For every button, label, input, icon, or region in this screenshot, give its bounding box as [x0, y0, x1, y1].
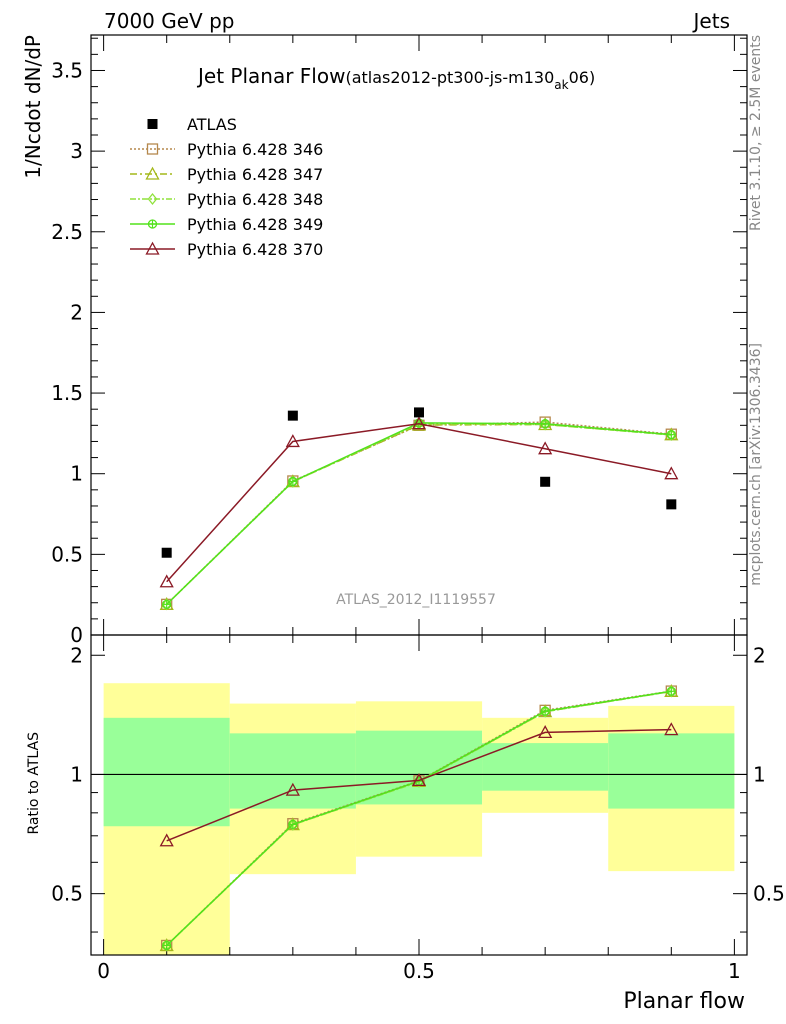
legend-marker-4 — [147, 219, 158, 229]
series-point-5 — [664, 466, 679, 480]
axis-ticks — [91, 35, 747, 955]
chart-title-subscript: ak — [554, 78, 568, 92]
ratio-point-5 — [285, 782, 300, 796]
chart-title: Jet Planar Flow(atlas2012-pt300-js-m130a… — [196, 64, 595, 92]
series-point-4 — [666, 430, 676, 440]
legend-label-3: Pythia 6.428 348 — [187, 190, 323, 209]
data-point — [161, 547, 172, 558]
ratio-point-5 — [664, 722, 679, 736]
y-axis-label: 1/Ncdot dN/dP — [21, 35, 45, 179]
legend-marker-2 — [145, 166, 160, 180]
ratio-point-5 — [159, 833, 174, 847]
ratio-point-3 — [666, 685, 677, 698]
chart-title-subtitle-end: 06) — [569, 68, 596, 87]
ratio-point-5 — [411, 773, 427, 787]
ratio-band-inner — [608, 733, 735, 809]
x-axis-label: Planar flow — [623, 989, 745, 1014]
y-tick-label: 2.5 — [51, 220, 83, 244]
ratio-band-inner — [103, 717, 230, 827]
ratio-line-5 — [166, 728, 672, 842]
mcplots-label: mcplots.cern.ch [arXiv:1306.3436] — [748, 343, 764, 586]
legend-marker-atlas — [147, 119, 158, 129]
series-line-2 — [166, 423, 672, 605]
rivet-version-label: Rivet 3.1.10, ≥ 2.5M events — [748, 35, 764, 231]
series-point-3 — [540, 418, 550, 431]
y-tick-label: 3.5 — [51, 58, 83, 82]
ratio-point-4 — [162, 940, 172, 951]
ratio-tick-label-left: 2 — [70, 643, 83, 667]
series-point-3 — [666, 428, 677, 442]
legend-marker-3 — [147, 192, 158, 206]
legend: ATLAS Pythia 6.428 346 Pythia 6.428 347 Pyt… — [130, 115, 323, 259]
y-tick-label: 1.5 — [51, 381, 83, 405]
atlas-data-points — [161, 407, 677, 558]
data-point — [666, 499, 677, 510]
ratio-bands — [103, 683, 735, 955]
ratio-tick-label-left: 1 — [70, 762, 83, 786]
data-point — [287, 410, 298, 421]
ratio-tick-label-right: 0.5 — [753, 882, 785, 906]
y-tick-label: 0 — [70, 623, 83, 647]
data-point — [414, 407, 424, 418]
chart-title-subtitle: (atlas2012-pt300-js-m130 — [345, 68, 554, 87]
ratio-tick-label-right: 1 — [753, 762, 766, 786]
main-series-group — [159, 416, 679, 611]
header-jets-label: Jets — [692, 9, 730, 33]
ratio-point-4 — [540, 706, 550, 716]
series-point-5 — [159, 574, 174, 588]
y-tick-label: 2 — [70, 300, 83, 324]
ratio-point-5 — [538, 725, 553, 739]
series-point-4 — [162, 599, 172, 610]
series-line-1 — [166, 421, 672, 605]
ratio-band-inner — [355, 730, 483, 805]
series-point-5 — [285, 434, 300, 448]
x-tick-label: 1 — [728, 959, 741, 983]
legend-label-1: Pythia 6.428 346 — [187, 140, 323, 159]
y-tick-label: 1 — [70, 462, 83, 486]
ratio-point-4 — [666, 686, 676, 696]
legend-label-5: Pythia 6.428 370 — [187, 240, 323, 259]
y-tick-label: 0.5 — [51, 542, 83, 566]
series-point-5 — [411, 416, 427, 430]
legend-marker-5 — [145, 241, 160, 255]
series-point-4 — [540, 419, 550, 429]
axis-tick-labels: 0 0.5 1 1.5 2 2.5 3 3.5 0 0.5 1 0.5 0.5 1 1 2 2 — [51, 58, 785, 983]
ratio-band-inner — [229, 733, 356, 809]
data-point — [540, 476, 551, 487]
ratio-band-inner — [482, 743, 609, 791]
ratio-point-4 — [288, 819, 298, 830]
series-point-5 — [538, 441, 553, 455]
header-energy-label: 7000 GeV pp — [104, 9, 235, 33]
series-point-4 — [288, 476, 298, 487]
ratio-y-axis-label: Ratio to ATLAS — [26, 732, 42, 835]
legend-label-2: Pythia 6.428 347 — [187, 165, 323, 184]
series-line-5 — [166, 422, 672, 583]
x-tick-label: 0.5 — [403, 959, 435, 983]
ratio-tick-label-left: 0.5 — [51, 882, 83, 906]
legend-marker-1 — [146, 143, 159, 155]
chart-title-main: Jet Planar Flow — [196, 64, 345, 88]
series-line-4 — [166, 422, 672, 605]
analysis-label: ATLAS_2012_I1119557 — [336, 592, 496, 608]
x-tick-label: 0 — [97, 959, 110, 983]
legend-label-atlas: ATLAS — [187, 115, 237, 134]
ratio-series-group — [159, 684, 679, 952]
series-line-3 — [166, 422, 672, 605]
ratio-tick-label-right: 2 — [753, 643, 766, 667]
y-tick-label: 3 — [70, 139, 83, 163]
legend-label-4: Pythia 6.428 349 — [187, 215, 323, 234]
